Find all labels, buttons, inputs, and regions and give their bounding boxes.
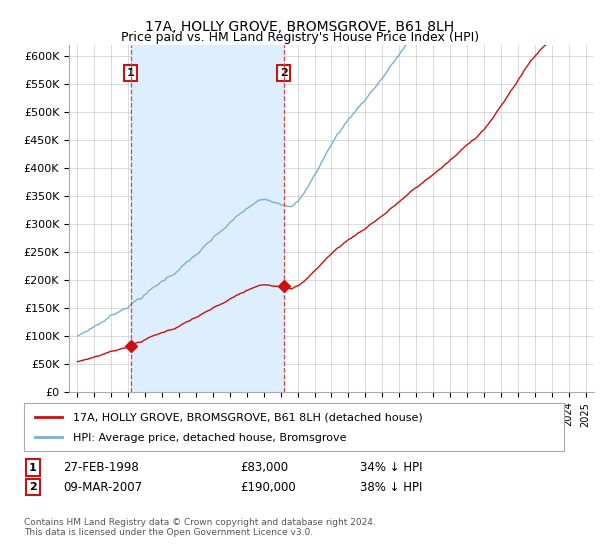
Text: 2: 2	[29, 482, 37, 492]
Text: 1: 1	[29, 463, 37, 473]
Text: 09-MAR-2007: 09-MAR-2007	[63, 480, 142, 494]
Text: 2: 2	[280, 68, 287, 78]
Text: £83,000: £83,000	[240, 461, 288, 474]
Bar	[131, 45, 284, 392]
Text: 38% ↓ HPI: 38% ↓ HPI	[360, 480, 422, 494]
Text: Contains HM Land Registry data © Crown copyright and database right 2024.
This d: Contains HM Land Registry data © Crown c…	[24, 518, 376, 537]
Text: HPI: Average price, detached house, Bromsgrove: HPI: Average price, detached house, Brom…	[73, 433, 346, 444]
Text: 27-FEB-1998: 27-FEB-1998	[63, 461, 139, 474]
Text: 34% ↓ HPI: 34% ↓ HPI	[360, 461, 422, 474]
Text: 17A, HOLLY GROVE, BROMSGROVE, B61 8LH (detached house): 17A, HOLLY GROVE, BROMSGROVE, B61 8LH (d…	[73, 413, 422, 422]
Text: 17A, HOLLY GROVE, BROMSGROVE, B61 8LH: 17A, HOLLY GROVE, BROMSGROVE, B61 8LH	[145, 20, 455, 34]
Text: 1: 1	[127, 68, 134, 78]
Text: £190,000: £190,000	[240, 480, 296, 494]
Text: Price paid vs. HM Land Registry's House Price Index (HPI): Price paid vs. HM Land Registry's House …	[121, 31, 479, 44]
